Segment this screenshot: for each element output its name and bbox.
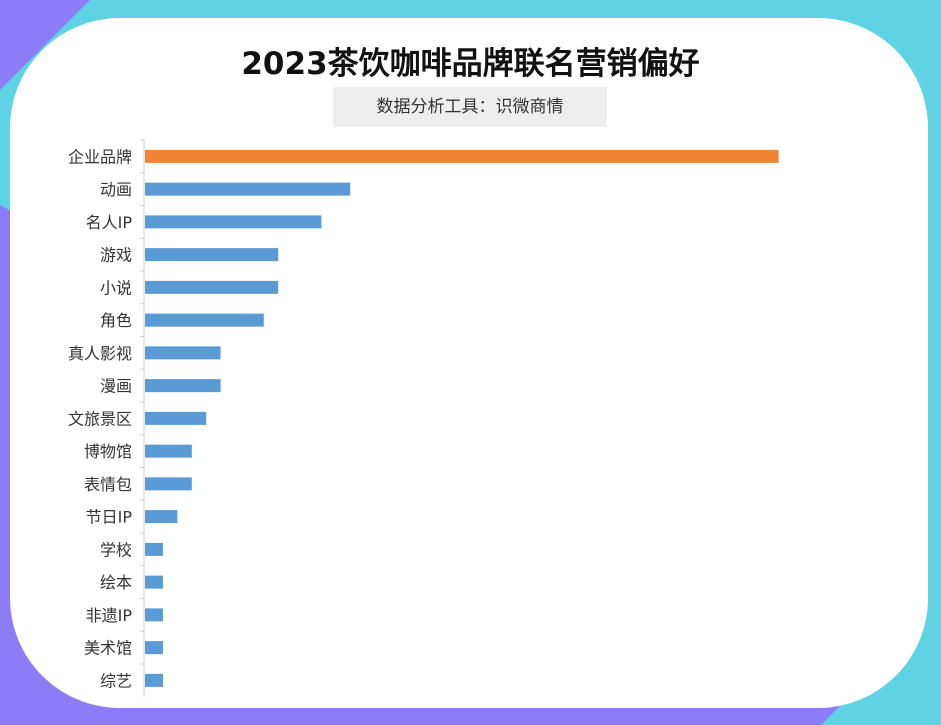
category-label: 名人IP — [86, 213, 133, 232]
chart-title: 2023茶饮咖啡品牌联名营销偏好 — [241, 46, 700, 82]
category-label: 小说 — [100, 278, 132, 297]
category-label: 角色 — [100, 311, 132, 330]
bar-15 — [145, 641, 163, 655]
bar-12 — [145, 542, 163, 556]
bar-2 — [145, 215, 322, 229]
bar-6 — [145, 346, 221, 360]
bar-1 — [145, 182, 351, 196]
category-label: 美术馆 — [84, 639, 132, 658]
bar-7 — [145, 379, 221, 393]
category-label: 综艺 — [100, 671, 132, 690]
category-label: 文旅景区 — [68, 409, 132, 428]
bar-5 — [145, 313, 264, 327]
category-label: 博物馆 — [84, 442, 132, 461]
chart-card — [10, 18, 928, 708]
bar-9 — [145, 444, 192, 458]
category-label: 表情包 — [84, 475, 132, 494]
category-label: 动画 — [100, 180, 132, 199]
category-label: 游戏 — [100, 246, 132, 265]
bar-10 — [145, 477, 192, 491]
bar-16 — [145, 673, 163, 687]
bar-0 — [145, 149, 779, 163]
bar-11 — [145, 510, 178, 524]
bar-8 — [145, 411, 207, 425]
category-label: 节日IP — [86, 508, 133, 527]
bar-13 — [145, 575, 163, 589]
category-label: 真人影视 — [68, 344, 132, 363]
chart-subtitle: 数据分析工具：识微商情 — [333, 87, 607, 127]
bar-14 — [145, 608, 163, 622]
category-label: 漫画 — [100, 377, 132, 396]
category-label: 学校 — [100, 540, 132, 559]
category-label: 企业品牌 — [68, 147, 132, 166]
category-label: 非遗IP — [86, 606, 133, 625]
bar-3 — [145, 248, 279, 262]
bar-4 — [145, 280, 279, 294]
category-label: 绘本 — [100, 573, 132, 592]
